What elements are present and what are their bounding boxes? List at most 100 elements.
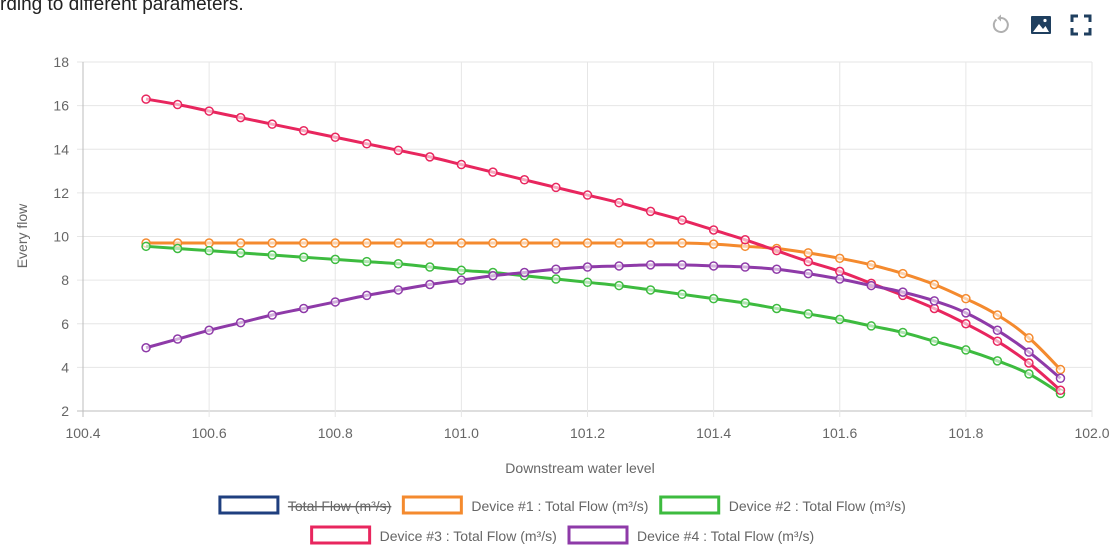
data-point[interactable] xyxy=(298,303,309,314)
reset-icon[interactable] xyxy=(986,12,1016,38)
data-point[interactable] xyxy=(235,317,246,328)
data-point[interactable] xyxy=(677,260,687,270)
data-point[interactable] xyxy=(771,245,782,256)
data-point[interactable] xyxy=(235,248,246,258)
data-point[interactable] xyxy=(961,308,971,318)
data-point[interactable] xyxy=(803,309,813,319)
data-point[interactable] xyxy=(141,94,151,104)
data-point[interactable] xyxy=(519,175,530,185)
data-point[interactable] xyxy=(393,238,404,248)
data-point[interactable] xyxy=(204,238,214,248)
legend-item[interactable]: Device #4 : Total Flow (m³/s) xyxy=(567,525,814,545)
data-point[interactable] xyxy=(1055,385,1066,396)
data-point[interactable] xyxy=(677,289,687,300)
data-point[interactable] xyxy=(204,325,214,336)
data-point[interactable] xyxy=(582,277,593,288)
data-point[interactable] xyxy=(835,253,845,264)
data-point[interactable] xyxy=(835,314,845,325)
data-point[interactable] xyxy=(551,264,561,274)
data-point[interactable] xyxy=(330,254,340,265)
data-point[interactable] xyxy=(362,139,372,149)
data-point[interactable] xyxy=(141,342,151,353)
legend-item[interactable]: Device #3 : Total Flow (m³/s) xyxy=(310,525,557,545)
data-point[interactable] xyxy=(740,298,750,308)
data-point[interactable] xyxy=(929,303,940,314)
data-point[interactable] xyxy=(362,290,372,301)
data-point[interactable] xyxy=(645,260,656,270)
data-point[interactable] xyxy=(992,325,1003,336)
data-point[interactable] xyxy=(992,356,1003,366)
data-point[interactable] xyxy=(488,167,498,177)
data-point[interactable] xyxy=(708,225,719,235)
data-point[interactable] xyxy=(393,259,404,269)
data-point[interactable] xyxy=(456,159,467,170)
data-point[interactable] xyxy=(771,303,782,314)
data-point[interactable] xyxy=(708,293,719,304)
data-point[interactable] xyxy=(267,119,277,129)
data-point[interactable] xyxy=(330,132,340,143)
data-point[interactable] xyxy=(488,271,498,281)
data-point[interactable] xyxy=(803,248,813,258)
data-point[interactable] xyxy=(645,206,656,217)
data-point[interactable] xyxy=(835,274,845,284)
data-point[interactable] xyxy=(172,334,183,344)
data-point[interactable] xyxy=(803,256,813,267)
data-point[interactable] xyxy=(582,238,593,248)
data-point[interactable] xyxy=(677,238,687,248)
data-point[interactable] xyxy=(582,262,593,272)
data-point[interactable] xyxy=(298,125,309,136)
data-point[interactable] xyxy=(1055,364,1066,375)
data-point[interactable] xyxy=(456,238,467,248)
data-point[interactable] xyxy=(929,279,940,290)
data-point[interactable] xyxy=(425,152,435,162)
data-point[interactable] xyxy=(362,238,372,248)
data-point[interactable] xyxy=(582,190,593,200)
data-point[interactable] xyxy=(708,261,719,271)
data-point[interactable] xyxy=(551,238,561,248)
data-point[interactable] xyxy=(771,264,782,274)
data-point[interactable] xyxy=(961,293,971,304)
data-point[interactable] xyxy=(740,262,750,272)
data-point[interactable] xyxy=(330,238,340,248)
data-point[interactable] xyxy=(708,239,719,249)
data-point[interactable] xyxy=(835,266,845,277)
data-point[interactable] xyxy=(645,285,656,295)
data-point[interactable] xyxy=(235,238,246,248)
legend-item[interactable]: Total Flow (m³/s) xyxy=(218,495,391,515)
data-point[interactable] xyxy=(551,274,561,284)
data-point[interactable] xyxy=(1024,358,1034,368)
data-point[interactable] xyxy=(519,238,530,248)
data-point[interactable] xyxy=(645,238,656,248)
data-point[interactable] xyxy=(898,268,908,279)
data-point[interactable] xyxy=(929,336,940,346)
data-point[interactable] xyxy=(740,235,750,245)
data-point[interactable] xyxy=(425,279,435,290)
data-point[interactable] xyxy=(614,197,624,208)
legend-item[interactable]: Device #1 : Total Flow (m³/s) xyxy=(401,495,648,515)
data-point[interactable] xyxy=(961,319,971,329)
data-point[interactable] xyxy=(866,321,877,331)
data-point[interactable] xyxy=(141,241,151,252)
data-point[interactable] xyxy=(866,280,877,291)
data-point[interactable] xyxy=(235,112,246,123)
fullscreen-icon[interactable] xyxy=(1066,12,1096,38)
data-point[interactable] xyxy=(519,267,530,278)
data-point[interactable] xyxy=(425,262,435,272)
data-point[interactable] xyxy=(614,238,624,248)
data-point[interactable] xyxy=(204,245,214,256)
data-point[interactable] xyxy=(488,238,498,248)
data-point[interactable] xyxy=(898,287,908,297)
image-download-icon[interactable] xyxy=(1026,12,1056,38)
data-point[interactable] xyxy=(362,256,372,267)
data-point[interactable] xyxy=(172,99,183,110)
data-point[interactable] xyxy=(1024,347,1034,357)
data-point[interactable] xyxy=(929,296,940,306)
data-point[interactable] xyxy=(393,145,404,156)
data-point[interactable] xyxy=(1024,369,1034,379)
data-point[interactable] xyxy=(298,252,309,262)
data-point[interactable] xyxy=(992,310,1003,320)
legend-item[interactable]: Device #2 : Total Flow (m³/s) xyxy=(659,495,906,515)
data-point[interactable] xyxy=(898,327,908,338)
data-point[interactable] xyxy=(551,182,561,193)
data-point[interactable] xyxy=(330,297,340,307)
